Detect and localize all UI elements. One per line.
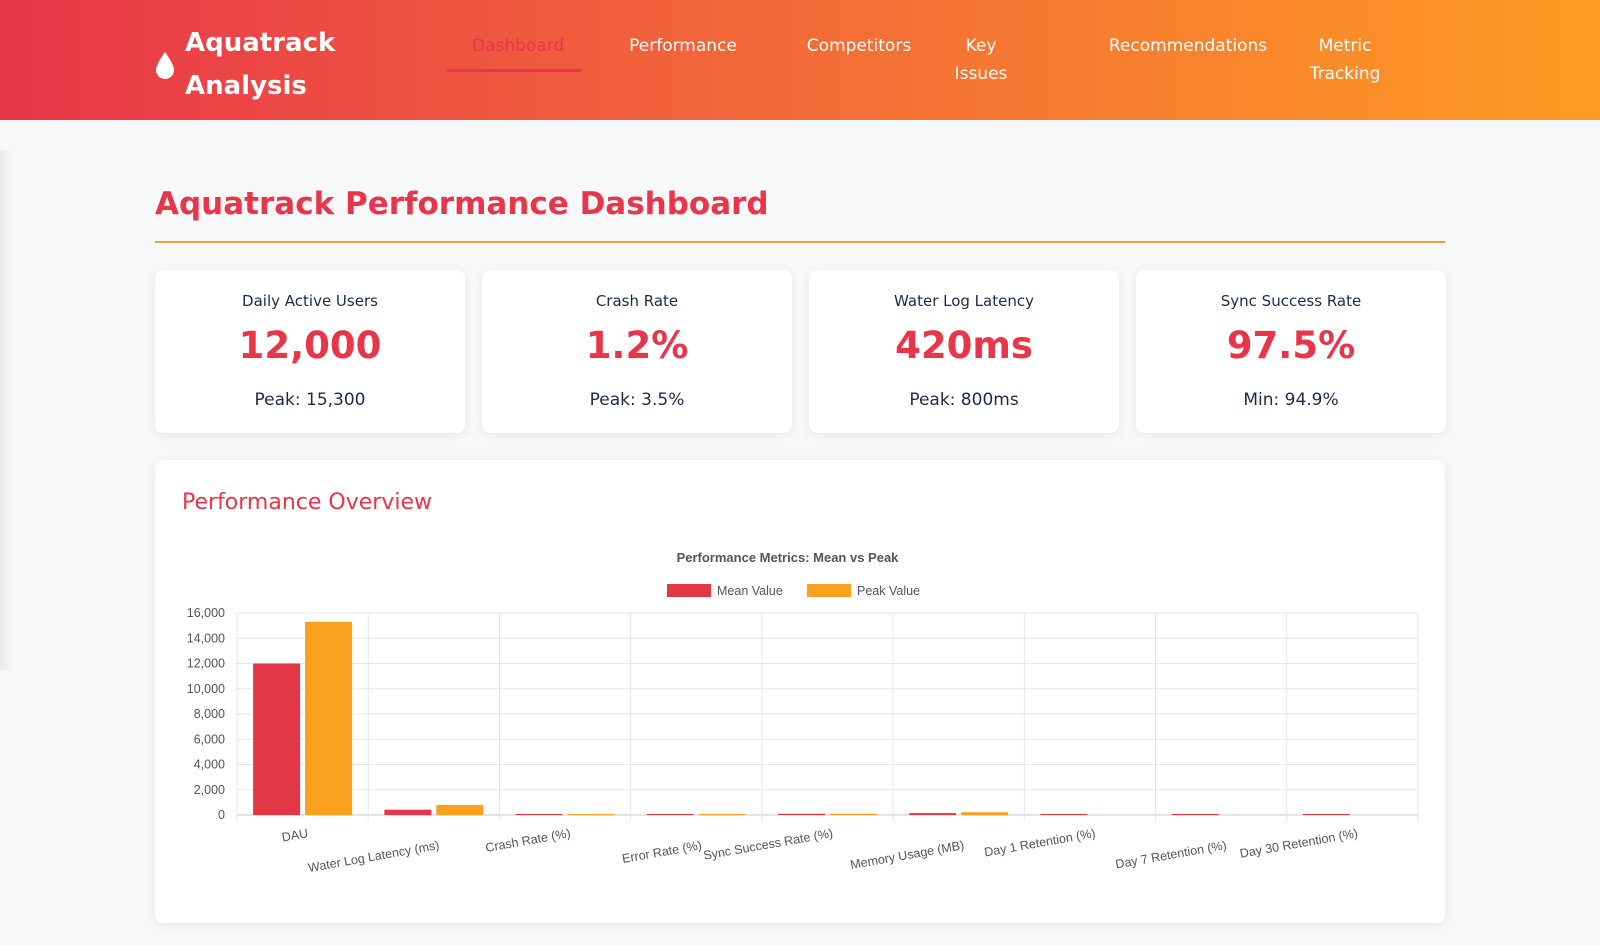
legend-label: Mean Value — [717, 584, 783, 598]
bar-mean — [1302, 814, 1350, 815]
y-tick-label: 6,000 — [194, 732, 225, 746]
bar-mean — [1171, 814, 1219, 815]
bar-peak — [567, 814, 615, 815]
x-tick-label: Crash Rate (%) — [484, 826, 571, 855]
stat-value: 420ms — [895, 324, 1033, 367]
brand-logo[interactable]: Aquatrack Analysis — [155, 22, 345, 108]
page-title: Aquatrack Performance Dashboard — [155, 186, 769, 222]
nav-metric-tracking[interactable]: Metric Tracking — [1309, 36, 1381, 84]
stat-sub: Peak: 3.5% — [589, 390, 685, 410]
bar-mean — [384, 809, 432, 815]
stat-card-latency: Water Log Latency 420ms Peak: 800ms — [809, 270, 1119, 433]
bar-mean — [253, 663, 301, 815]
nav-key-issues[interactable]: Key Issues — [954, 36, 1008, 84]
brand-name: Aquatrack Analysis — [185, 28, 336, 101]
y-tick-label: 12,000 — [187, 657, 225, 671]
bar-peak — [961, 812, 1009, 815]
chart-title: Performance Metrics: Mean vs Peak — [677, 550, 900, 565]
y-tick-label: 16,000 — [187, 606, 225, 620]
y-tick-label: 10,000 — [187, 682, 225, 696]
stat-label: Daily Active Users — [242, 292, 378, 310]
bar-mean — [909, 813, 957, 815]
stat-label: Sync Success Rate — [1220, 292, 1362, 310]
stat-label: Water Log Latency — [894, 292, 1034, 310]
nav-dashboard[interactable]: Dashboard — [472, 36, 565, 56]
x-tick-label: Error Rate (%) — [621, 838, 703, 866]
stat-card-crash-rate: Crash Rate 1.2% Peak: 3.5% — [482, 270, 792, 433]
x-tick-label: Sync Success Rate (%) — [702, 826, 834, 863]
x-tick-label: Water Log Latency (ms) — [307, 838, 440, 875]
stat-sub: Peak: 800ms — [909, 390, 1019, 410]
x-tick-label: Day 30 Retention (%) — [1239, 826, 1359, 861]
stat-card-sync-rate: Sync Success Rate 97.5% Min: 94.9% — [1136, 270, 1446, 433]
bar-peak — [698, 814, 746, 815]
x-tick-label: Day 1 Retention (%) — [983, 826, 1096, 859]
top-navbar: Aquatrack Analysis Dashboard Performance… — [0, 0, 1600, 120]
legend-swatch — [667, 584, 711, 597]
bar-peak — [436, 804, 484, 815]
section-title: Performance Overview — [182, 490, 432, 515]
nav-competitors[interactable]: Competitors — [806, 36, 912, 56]
stat-value: 97.5% — [1226, 324, 1356, 367]
water-drop-icon — [156, 52, 174, 79]
bar-peak — [305, 621, 353, 815]
x-tick-label: Day 7 Retention (%) — [1114, 838, 1227, 871]
nav-active-indicator — [446, 69, 582, 72]
stat-sub: Peak: 15,300 — [254, 390, 366, 410]
y-tick-label: 0 — [218, 808, 225, 822]
legend-swatch — [807, 584, 851, 597]
performance-bar-chart: Performance Metrics: Mean vs Peak Mean Va… — [187, 550, 1419, 875]
x-tick-label: Memory Usage (MB) — [849, 838, 965, 872]
nav-recommendations[interactable]: Recommendations — [1108, 36, 1268, 56]
nav-performance[interactable]: Performance — [629, 36, 737, 56]
stat-value: 1.2% — [585, 324, 689, 367]
y-tick-label: 14,000 — [187, 631, 225, 645]
bar-mean — [646, 814, 694, 815]
stat-sub: Min: 94.9% — [1243, 390, 1339, 410]
page-edge-shadow — [0, 150, 14, 670]
x-tick-label: DAU — [281, 826, 309, 844]
y-tick-label: 4,000 — [194, 758, 225, 772]
legend-label: Peak Value — [857, 584, 920, 598]
title-divider — [155, 241, 1445, 243]
y-tick-label: 8,000 — [194, 707, 225, 721]
bar-mean — [778, 813, 825, 815]
y-tick-label: 2,000 — [194, 783, 225, 797]
bar-mean — [515, 814, 563, 815]
stat-card-dau: Daily Active Users 12,000 Peak: 15,300 — [155, 270, 465, 433]
performance-overview-card: Performance Overview Performance Metrics… — [155, 460, 1445, 923]
bar-mean — [1040, 814, 1088, 815]
stat-label: Crash Rate — [595, 292, 679, 310]
stat-value: 12,000 — [238, 324, 382, 367]
bar-peak — [830, 813, 877, 815]
